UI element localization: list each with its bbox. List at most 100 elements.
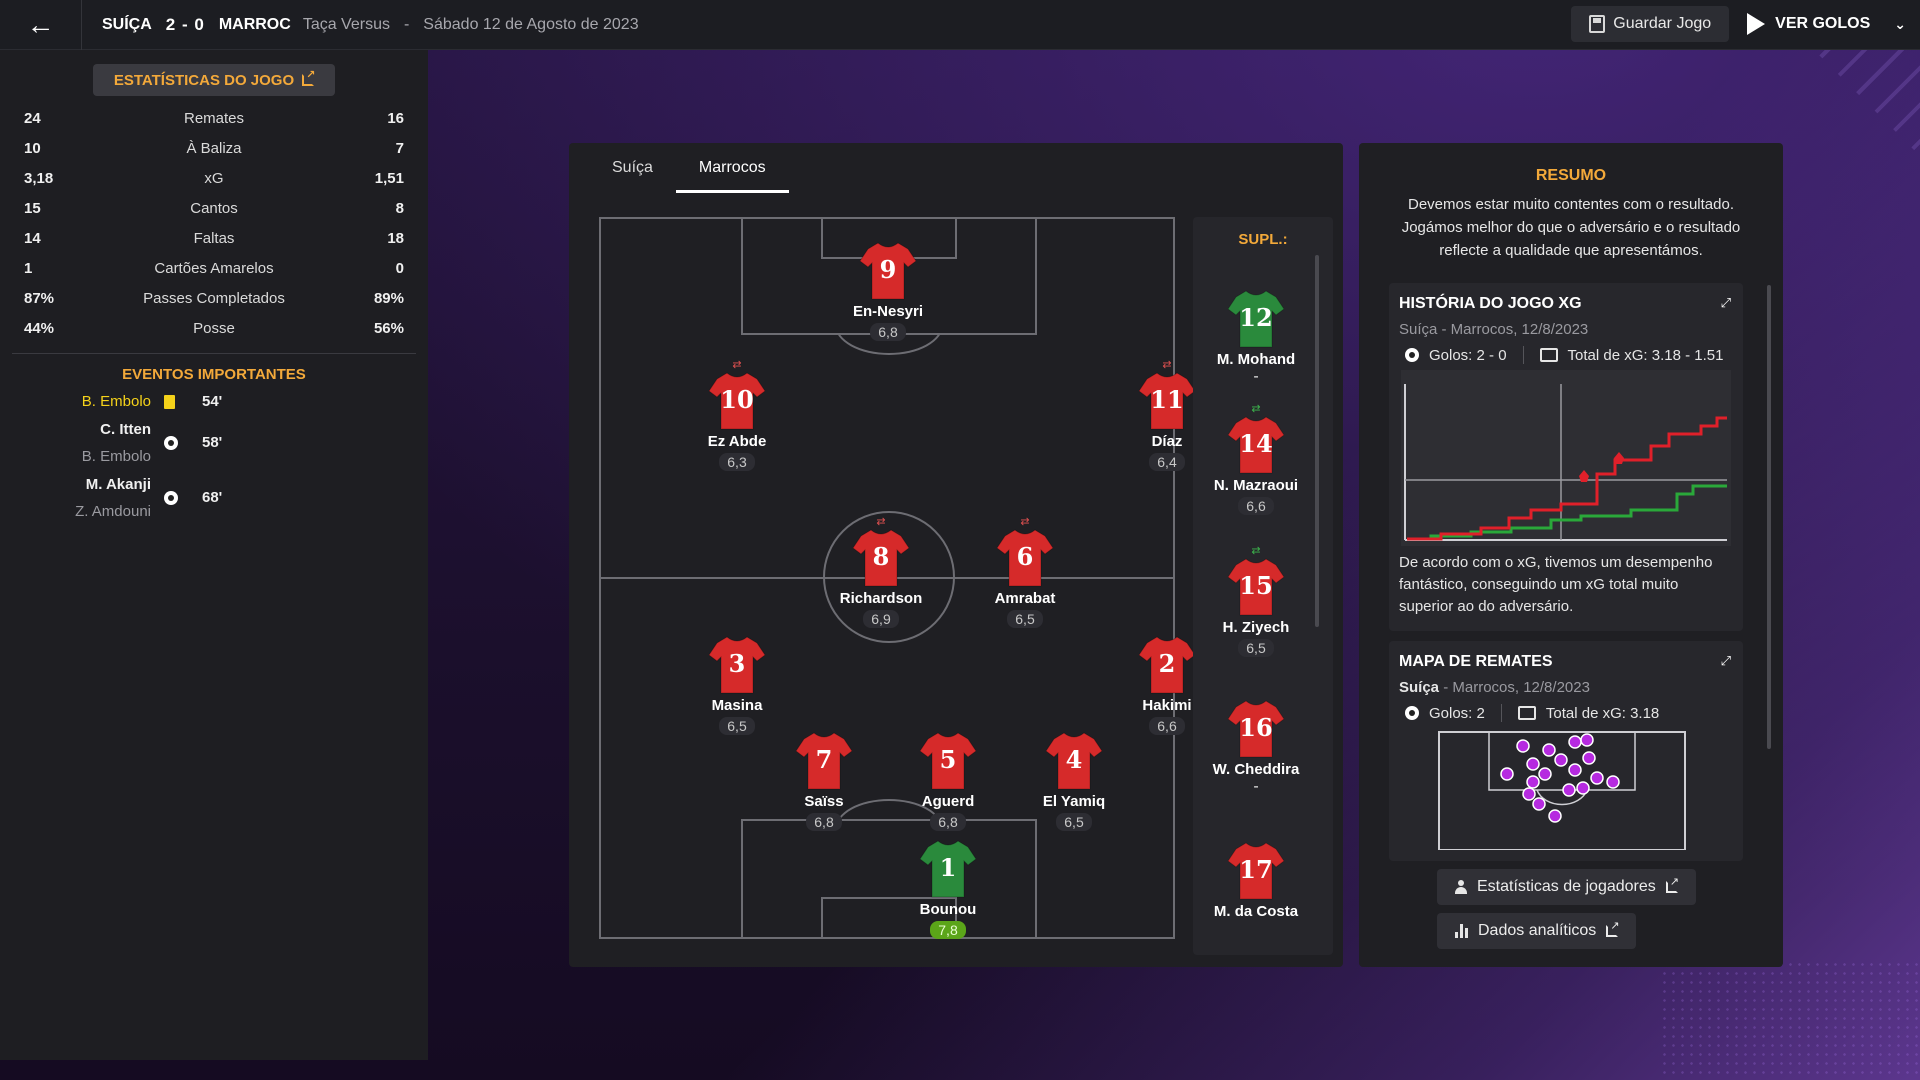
shirt-number: 9 [879, 255, 897, 284]
swap-icon [759, 719, 889, 731]
summary-panel: RESUMO Devemos estar muito contentes com… [1359, 143, 1783, 967]
shot-marker [1576, 781, 1590, 795]
player-rating: 6,8 [806, 813, 842, 831]
player-rating: - [1253, 778, 1259, 795]
back-button[interactable]: ← [0, 0, 82, 50]
stat-home-value: 15 [24, 200, 41, 217]
match-stats-button[interactable]: ESTATÍSTICAS DO JOGO [93, 64, 335, 96]
summary-title: RESUMO [1535, 167, 1607, 184]
player-card[interactable]: 2 Hakimi 6,6 [1102, 623, 1232, 736]
tab-switzerland[interactable]: Suíça [612, 159, 653, 176]
player-card[interactable]: ⇄ 10 Ez Abde 6,3 [672, 359, 802, 472]
player-rating: 6,6 [1149, 717, 1185, 735]
player-name: Hakimi [1142, 697, 1192, 714]
shot-map-card[interactable]: MAPA DE REMATES ⤢ Suíça - Marrocos, 12/8… [1389, 641, 1743, 861]
goals-count: Golos: 2 [1429, 704, 1485, 722]
shirt-number: 12 [1239, 303, 1273, 332]
xg-history-card[interactable]: HISTÓRIA DO JOGO XG ⤢ Suíça - Marrocos, … [1389, 283, 1743, 631]
xg-home-line [1407, 416, 1727, 541]
player-rating: - [1253, 368, 1259, 385]
player-stats-label: Estatísticas de jogadores [1477, 878, 1656, 895]
player-rating: 6,9 [863, 610, 899, 628]
xg-history-description: De acordo com o xG, tivemos um desempenh… [1399, 554, 1713, 615]
event-assist[interactable]: B. Embolo [81, 448, 151, 465]
shirt-number: 10 [720, 385, 754, 414]
player-card[interactable]: 9 En-Nesyri 6,8 [823, 229, 953, 342]
player-rating: 6,4 [1149, 453, 1185, 471]
player-name: Bounou [919, 901, 977, 918]
person-icon [1455, 880, 1467, 894]
swap-icon [1193, 687, 1319, 699]
stat-label: À Baliza [186, 140, 242, 157]
shirt-icon: 17 [1228, 841, 1284, 901]
player-card[interactable]: ⇄ 6 Amrabat 6,5 [960, 516, 1090, 629]
swap-icon [1193, 829, 1319, 841]
substitute-card[interactable]: 12 M. Mohand - [1193, 277, 1319, 386]
expand-icon[interactable]: ⤢ [1720, 295, 1731, 310]
save-icon [1589, 15, 1606, 33]
expand-icon[interactable]: ⤢ [1720, 653, 1731, 668]
swap-icon [1193, 277, 1319, 289]
stat-row-corners: 15 Cantos 8 [0, 200, 428, 230]
view-goals-button[interactable]: VER GOLOS ⌄ [1747, 13, 1906, 35]
substitute-card[interactable]: 16 W. Cheddira - [1193, 687, 1319, 796]
stat-label: Passes Completados [143, 290, 285, 307]
meta-separator [1500, 704, 1502, 722]
player-card[interactable]: 4 El Yamiq 6,5 [1009, 719, 1139, 832]
player-rating: 6,8 [870, 323, 906, 341]
player-card[interactable]: ⇄ 8 Richardson 6,9 [816, 516, 946, 629]
ball-icon [164, 491, 178, 509]
summary-scrollbar[interactable] [1767, 285, 1771, 749]
chevron-down-icon[interactable]: ⌄ [1894, 15, 1906, 32]
save-game-button[interactable]: Guardar Jogo [1571, 6, 1730, 42]
player-card[interactable]: 7 Saïss 6,8 [759, 719, 889, 832]
yellow-card-icon [164, 395, 175, 413]
xg-history-meta: Golos: 2 - 0 Total de xG: 3.18 - 1.51 [1405, 346, 1743, 364]
shot-map-match: - Marrocos, 12/8/2023 [1439, 679, 1590, 696]
shot-marker [1568, 735, 1582, 749]
away-team-name: MARROC [218, 15, 291, 33]
player-name: Masina [711, 697, 763, 714]
stat-label: Cantos [190, 200, 238, 217]
xg-history-chart [1401, 370, 1731, 546]
stat-label: Cartões Amarelos [154, 260, 274, 277]
shirt-number: 6 [1016, 542, 1034, 571]
lineup-panel: Suíça Marrocos 9 En-Nesyri 6,8 ⇄ 10 Ez Abde 6,… [569, 143, 1343, 967]
shot-markers [1500, 733, 1620, 823]
substitute-card[interactable]: 17 M. da Costa [1193, 829, 1319, 920]
shirt-icon: 15 [1228, 557, 1284, 617]
player-stats-button[interactable]: Estatísticas de jogadores [1437, 869, 1696, 905]
player-card[interactable]: 3 Masina 6,5 [672, 623, 802, 736]
substitutes-scrollbar[interactable] [1315, 255, 1319, 627]
player-name: Saïss [804, 793, 844, 810]
substitute-card[interactable]: ⇄ 15 H. Ziyech 6,5 [1193, 545, 1319, 658]
stat-row-yellow-cards: 1 Cartões Amarelos 0 [0, 260, 428, 290]
tab-morocco[interactable]: Marrocos [675, 159, 789, 193]
event-scorer[interactable]: M. Akanji [85, 476, 151, 493]
swap-icon [883, 719, 1013, 731]
shot-map-penalty-area [1488, 731, 1636, 791]
analytics-button[interactable]: Dados analíticos [1437, 913, 1637, 949]
shirt-icon: 1 [920, 839, 976, 899]
stat-row-xg: 3,18 xG 1,51 [0, 170, 428, 200]
ball-icon [164, 436, 178, 454]
shot-marker [1580, 733, 1594, 747]
shirt-number: 8 [872, 542, 890, 571]
shot-marker [1568, 763, 1582, 777]
event-player[interactable]: B. Embolo [81, 393, 151, 410]
shot-marker [1562, 783, 1576, 797]
stat-away-value: 1,51 [374, 170, 404, 187]
shirt-number: 11 [1150, 385, 1184, 414]
player-card[interactable]: 1 Bounou 7,8 [883, 827, 1013, 940]
event-scorer[interactable]: C. Itten [100, 421, 151, 438]
stat-away-value: 0 [395, 260, 404, 277]
player-card[interactable]: ⇄ 11 Díaz 6,4 [1102, 359, 1232, 472]
stat-away-value: 56% [373, 320, 404, 337]
player-name: M. da Costa [1213, 903, 1299, 920]
shot-marker [1582, 751, 1596, 765]
substitute-card[interactable]: ⇄ 14 N. Mazraoui 6,6 [1193, 403, 1319, 516]
player-rating: 7,8 [930, 921, 966, 939]
event-assist[interactable]: Z. Amdouni [75, 503, 151, 520]
shot-map-meta: Golos: 2 Total de xG: 3.18 [1405, 704, 1743, 722]
player-card[interactable]: 5 Aguerd 6,8 [883, 719, 1013, 832]
